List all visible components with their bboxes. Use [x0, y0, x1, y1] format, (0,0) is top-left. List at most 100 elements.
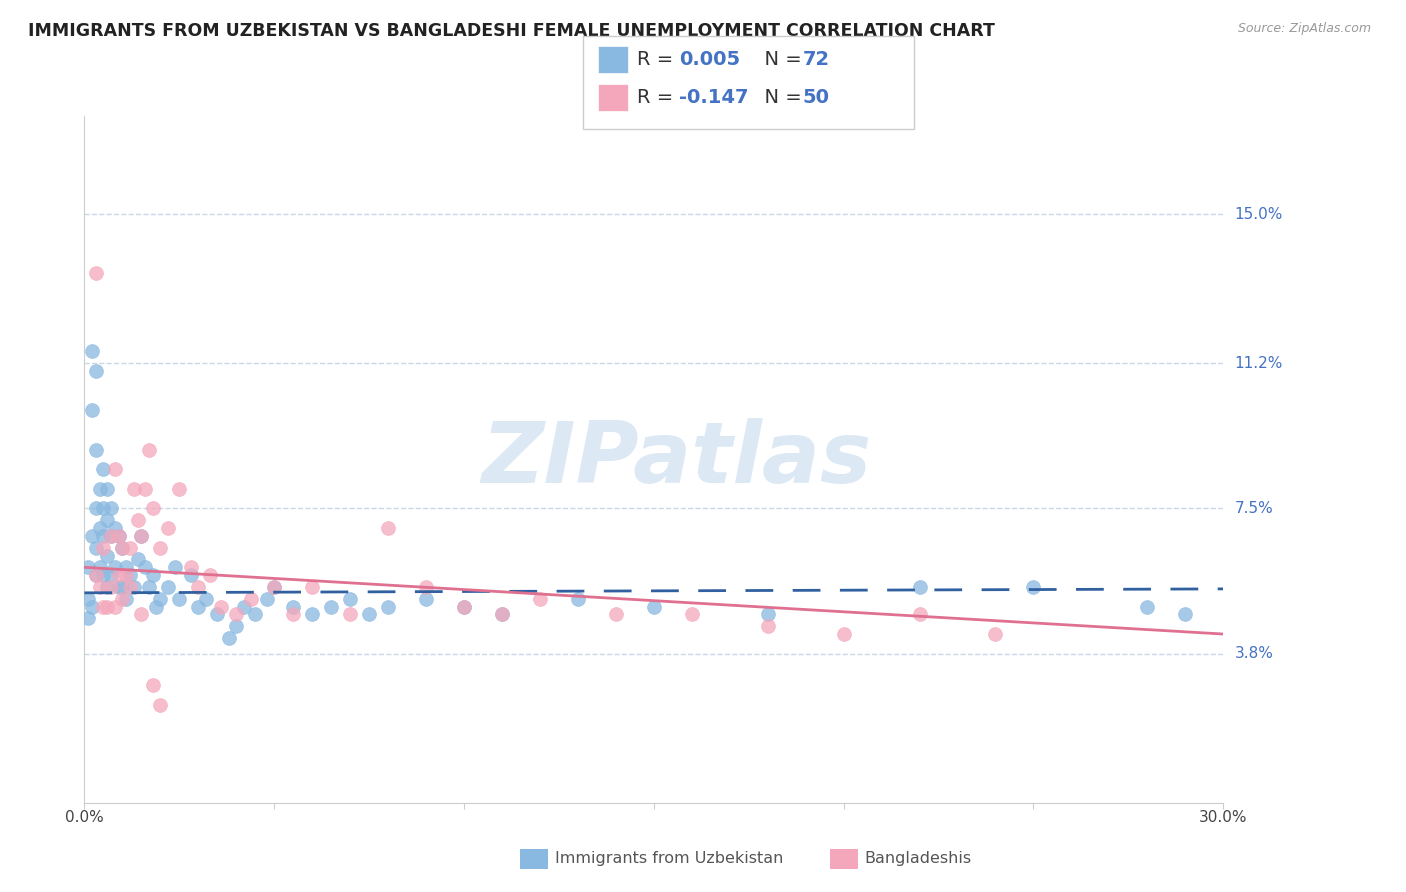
- Point: [89, 482, 111, 496]
- Point: [142, 501, 165, 516]
- Point: [107, 529, 129, 543]
- Point: [207, 607, 229, 622]
- Text: R =: R =: [637, 87, 679, 107]
- Point: [138, 580, 160, 594]
- Point: [149, 541, 172, 555]
- Point: [194, 591, 217, 606]
- Point: [127, 552, 149, 566]
- Point: [198, 568, 221, 582]
- Point: [115, 560, 138, 574]
- Point: [339, 607, 361, 622]
- Point: [96, 549, 118, 563]
- Point: [377, 521, 399, 535]
- Point: [96, 513, 118, 527]
- Text: 0.0%: 0.0%: [65, 810, 104, 825]
- Point: [453, 599, 475, 614]
- Point: [77, 591, 100, 606]
- Point: [107, 580, 129, 594]
- Text: Immigrants from Uzbekistan: Immigrants from Uzbekistan: [555, 851, 783, 865]
- Point: [93, 568, 115, 582]
- Point: [111, 541, 134, 555]
- Point: [89, 560, 111, 574]
- Point: [84, 442, 107, 457]
- Point: [100, 568, 122, 582]
- Point: [415, 580, 437, 594]
- Point: [84, 501, 107, 516]
- Point: [122, 482, 145, 496]
- Point: [1022, 580, 1045, 594]
- Point: [491, 607, 513, 622]
- Point: [301, 607, 323, 622]
- Point: [131, 607, 153, 622]
- Point: [1174, 607, 1197, 622]
- Point: [209, 599, 232, 614]
- Point: [529, 591, 551, 606]
- Point: [77, 560, 100, 574]
- Point: [80, 599, 103, 614]
- Point: [80, 403, 103, 417]
- Text: ZIPatlas: ZIPatlas: [481, 417, 872, 501]
- Point: [134, 560, 156, 574]
- Point: [131, 529, 153, 543]
- Point: [256, 591, 278, 606]
- Point: [187, 599, 209, 614]
- Point: [1136, 599, 1159, 614]
- Point: [149, 591, 172, 606]
- Point: [187, 580, 209, 594]
- Point: [756, 619, 779, 633]
- Point: [240, 591, 263, 606]
- Point: [232, 599, 254, 614]
- Point: [156, 521, 179, 535]
- Point: [122, 580, 145, 594]
- Point: [96, 599, 118, 614]
- Point: [96, 482, 118, 496]
- Point: [93, 529, 115, 543]
- Point: [245, 607, 267, 622]
- Point: [145, 599, 167, 614]
- Point: [111, 541, 134, 555]
- Point: [100, 529, 122, 543]
- Point: [225, 607, 247, 622]
- Point: [84, 568, 107, 582]
- Point: [491, 607, 513, 622]
- Point: [643, 599, 665, 614]
- Point: [93, 541, 115, 555]
- Point: [908, 580, 931, 594]
- Point: [138, 442, 160, 457]
- Point: [118, 580, 141, 594]
- Point: [165, 560, 187, 574]
- Point: [84, 266, 107, 280]
- Point: [84, 541, 107, 555]
- Point: [142, 678, 165, 692]
- Point: [115, 591, 138, 606]
- Point: [104, 599, 127, 614]
- Point: [84, 364, 107, 378]
- Point: [80, 529, 103, 543]
- Point: [756, 607, 779, 622]
- Point: [77, 611, 100, 625]
- Point: [89, 580, 111, 594]
- Text: 7.5%: 7.5%: [1234, 501, 1272, 516]
- Point: [131, 529, 153, 543]
- Point: [180, 560, 202, 574]
- Point: [263, 580, 285, 594]
- Point: [218, 631, 240, 645]
- Text: 3.8%: 3.8%: [1234, 646, 1274, 661]
- Point: [283, 599, 305, 614]
- Point: [118, 568, 141, 582]
- Point: [142, 568, 165, 582]
- Text: N =: N =: [752, 50, 808, 70]
- Point: [93, 501, 115, 516]
- Text: 50: 50: [803, 87, 830, 107]
- Text: 30.0%: 30.0%: [1199, 810, 1247, 825]
- Point: [169, 482, 191, 496]
- Point: [127, 513, 149, 527]
- Point: [93, 462, 115, 476]
- Point: [104, 560, 127, 574]
- Point: [908, 607, 931, 622]
- Point: [180, 568, 202, 582]
- Text: 11.2%: 11.2%: [1234, 356, 1282, 371]
- Point: [134, 482, 156, 496]
- Text: 15.0%: 15.0%: [1234, 207, 1282, 221]
- Point: [567, 591, 589, 606]
